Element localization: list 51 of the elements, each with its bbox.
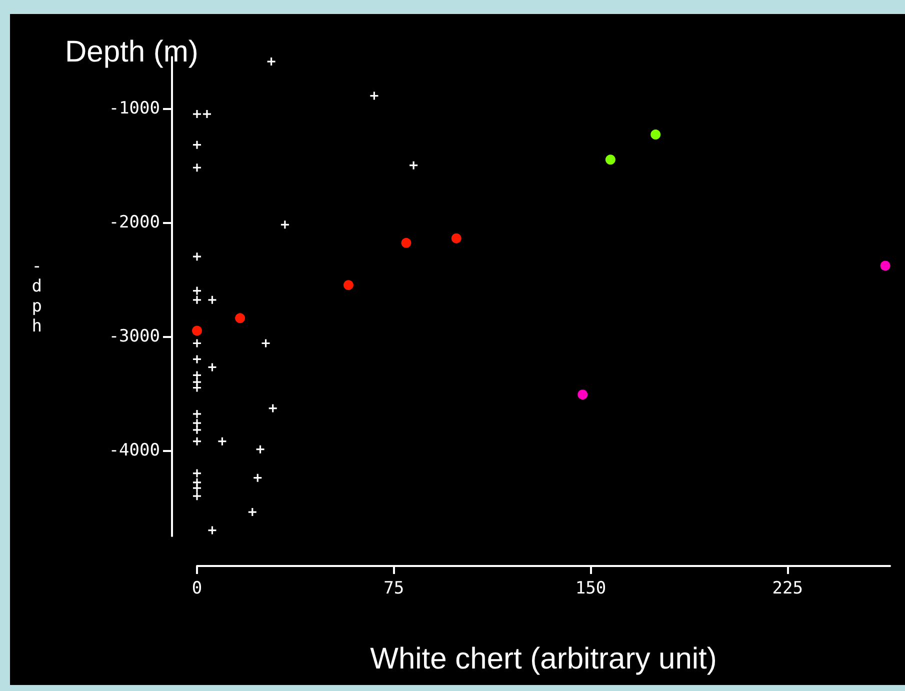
y-tick-label: -1000 [108,98,160,118]
x-axis-title: White chert (arbitrary unit) [370,642,717,676]
point [193,286,201,295]
point [208,526,216,534]
x-tick-label: 0 [192,578,202,598]
point [193,371,201,380]
point [193,384,201,392]
point [193,492,201,500]
point [193,437,201,446]
y-tick-label: -3000 [108,326,160,346]
point [193,419,201,428]
point [578,390,588,400]
point [343,280,354,290]
point [256,445,264,454]
point [193,140,201,149]
point [248,508,256,516]
point [193,164,201,172]
point [262,339,270,348]
point [202,110,211,118]
point [880,260,890,271]
point [605,154,616,165]
point [401,238,412,248]
point [268,404,277,412]
point [280,220,289,229]
point [254,474,262,482]
x-tick-label: 75 [384,578,404,598]
point [193,296,201,304]
point [192,326,202,336]
point [193,339,201,348]
point [451,233,462,244]
y-tick-label: -4000 [108,440,160,460]
chart-title: Depth (m) [65,36,198,68]
point [208,296,216,304]
point [193,426,201,434]
y-axis-title: -dph [32,256,42,336]
y-tick-label: -2000 [108,212,160,232]
point [208,363,216,372]
point [370,92,378,100]
x-tick-label: 150 [575,578,606,598]
point [193,252,201,261]
point [193,355,201,364]
point [193,410,201,418]
point [235,313,246,324]
x-tick-label: 225 [772,578,803,598]
point [267,58,276,66]
point [193,469,201,478]
point [410,161,418,170]
point [193,484,201,492]
point [650,130,661,140]
point [193,110,201,118]
point [218,437,226,446]
